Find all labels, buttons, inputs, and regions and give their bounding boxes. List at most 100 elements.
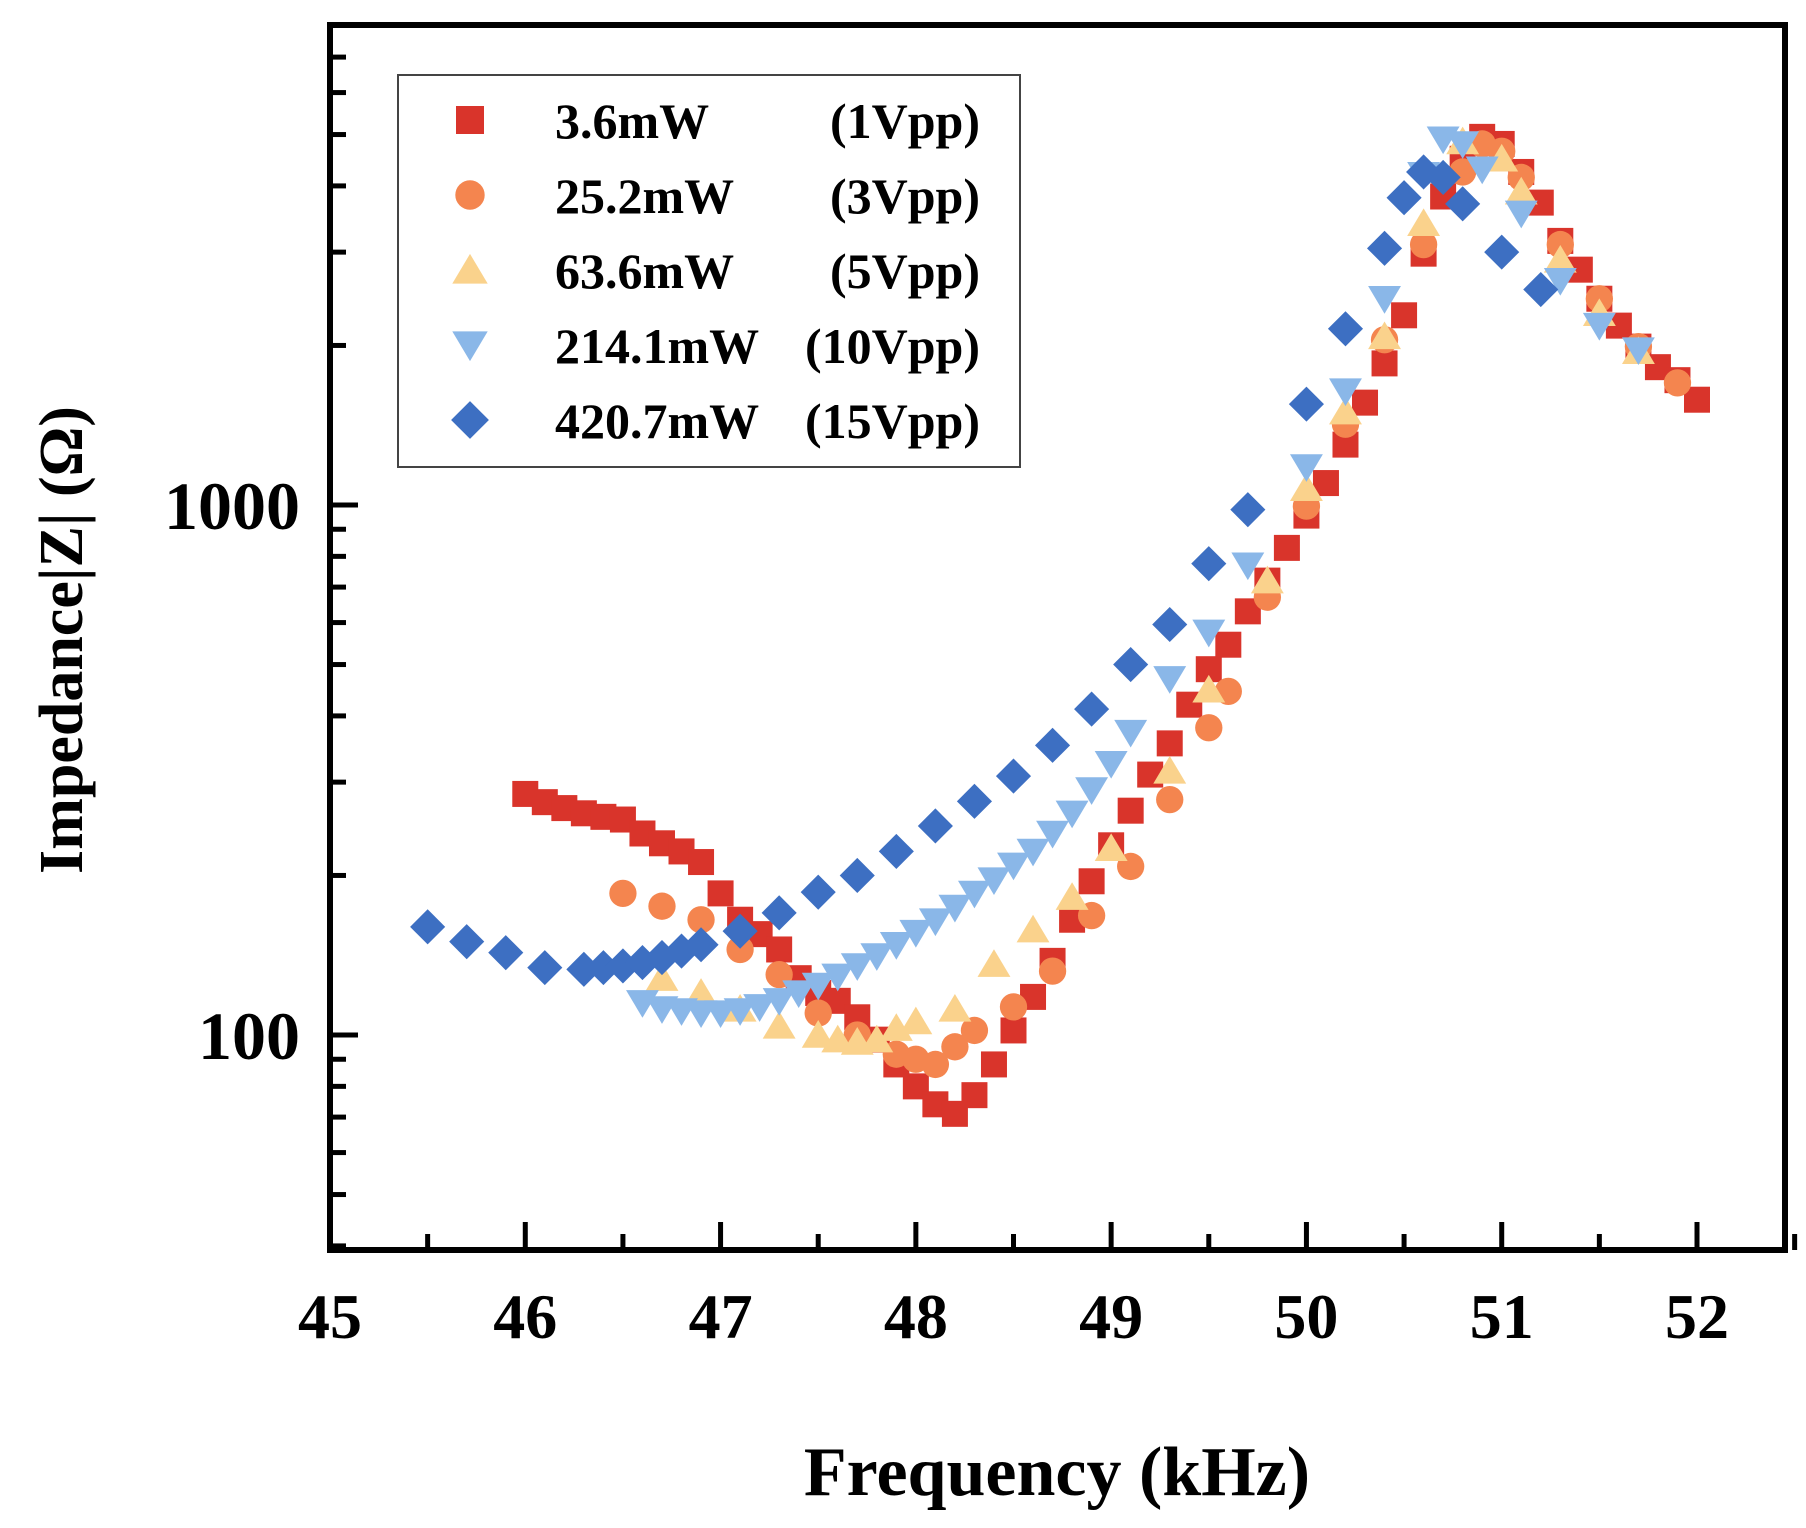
data-point xyxy=(821,963,855,992)
legend-box xyxy=(397,74,1021,468)
data-point xyxy=(1352,389,1379,416)
data-point xyxy=(1075,777,1109,805)
data-point xyxy=(1407,208,1441,237)
y-tick-label: 100 xyxy=(198,998,300,1074)
data-point xyxy=(1156,730,1183,757)
data-point xyxy=(766,936,793,963)
data-point xyxy=(762,988,796,1016)
data-point xyxy=(1546,230,1574,259)
data-point xyxy=(1484,234,1520,270)
y-axis-label: Impedance|Z| (Ω) xyxy=(28,406,96,874)
legend-item: 63.6mW (5Vpp) xyxy=(452,243,980,299)
data-point xyxy=(801,1020,835,1048)
data-point xyxy=(1074,691,1110,727)
data-point xyxy=(977,949,1011,977)
data-point xyxy=(956,783,992,819)
data-point xyxy=(839,857,875,894)
data-point xyxy=(1114,719,1148,748)
data-point xyxy=(1445,186,1481,222)
data-point xyxy=(1000,1017,1027,1044)
data-point xyxy=(488,935,524,971)
legend-items: 3.6mW (1Vpp) 25.2mW (3Vpp) 63.6mW (5Vpp) 214.1… xyxy=(451,93,980,449)
data-point xyxy=(704,1000,738,1029)
data-point xyxy=(1446,131,1480,159)
data-point xyxy=(801,972,835,1001)
data-point xyxy=(1078,868,1105,895)
legend-marker xyxy=(456,106,484,134)
legend-marker xyxy=(452,253,488,284)
legend-series-name: 3.6mW xyxy=(555,93,709,149)
data-point xyxy=(761,895,797,931)
legend-item: 25.2mW (3Vpp) xyxy=(455,168,980,224)
data-point xyxy=(1327,311,1364,347)
data-point xyxy=(1230,492,1266,528)
x-tick-label: 49 xyxy=(1079,1281,1143,1352)
data-point xyxy=(860,1024,894,1053)
data-point xyxy=(860,943,894,971)
data-point xyxy=(1055,800,1089,829)
data-point xyxy=(1289,473,1323,502)
data-point xyxy=(1192,619,1226,648)
data-point xyxy=(961,1082,988,1109)
data-point xyxy=(1504,176,1538,205)
legend-marker xyxy=(452,331,488,362)
data-point xyxy=(1621,337,1655,366)
data-point xyxy=(1153,666,1187,694)
data-point xyxy=(1094,833,1128,862)
x-tick-label: 51 xyxy=(1470,1281,1534,1352)
data-point xyxy=(1055,882,1089,910)
data-point xyxy=(782,980,816,1008)
data-point xyxy=(938,894,972,923)
data-point xyxy=(917,808,953,844)
data-point xyxy=(1117,797,1144,824)
data-point xyxy=(585,950,621,986)
data-point xyxy=(1409,230,1438,259)
data-point xyxy=(1195,714,1223,742)
data-point xyxy=(1391,302,1418,329)
data-point xyxy=(1250,565,1284,594)
legend-marker xyxy=(451,401,489,439)
data-point xyxy=(1215,631,1242,658)
x-tick-label: 52 xyxy=(1665,1281,1729,1352)
data-point xyxy=(1231,552,1265,581)
data-point xyxy=(999,993,1028,1021)
data-point xyxy=(1543,244,1577,273)
data-point xyxy=(648,892,676,920)
data-point xyxy=(1543,267,1577,296)
data-point xyxy=(687,906,715,934)
data-point xyxy=(960,1016,989,1045)
data-point xyxy=(1035,727,1071,763)
data-point xyxy=(566,951,602,987)
data-point xyxy=(1094,750,1128,779)
data-point xyxy=(410,909,446,945)
tick-labels: 45 46 47 48 49 50 51 52 100 1000 xyxy=(164,468,1729,1352)
data-point xyxy=(840,953,874,981)
data-point xyxy=(957,880,991,909)
x-tick-label: 48 xyxy=(884,1281,948,1352)
legend-item: 3.6mW (1Vpp) xyxy=(456,93,980,149)
data-point xyxy=(527,950,563,986)
data-point xyxy=(1329,396,1362,425)
data-point xyxy=(688,849,715,876)
x-tick-label: 45 xyxy=(298,1281,362,1352)
data-point xyxy=(1582,312,1616,341)
data-point xyxy=(899,1006,933,1035)
data-point xyxy=(1156,786,1184,814)
legend-series-name: 420.7mW xyxy=(555,393,759,449)
data-point xyxy=(1386,180,1422,216)
data-point xyxy=(804,999,832,1027)
data-point xyxy=(1152,606,1188,643)
x-tick-label: 50 xyxy=(1274,1281,1338,1352)
data-point xyxy=(1504,200,1538,229)
data-point xyxy=(997,852,1030,881)
data-point xyxy=(1368,321,1401,350)
data-point xyxy=(821,1024,855,1053)
data-point xyxy=(1425,159,1461,195)
legend-series-voltage: (3Vpp) xyxy=(830,168,980,224)
data-point xyxy=(663,933,700,969)
data-point xyxy=(1289,454,1323,482)
legend-series-voltage: (10Vpp) xyxy=(805,318,980,374)
data-point xyxy=(1465,156,1499,185)
series-63-6mw xyxy=(645,126,1655,1055)
